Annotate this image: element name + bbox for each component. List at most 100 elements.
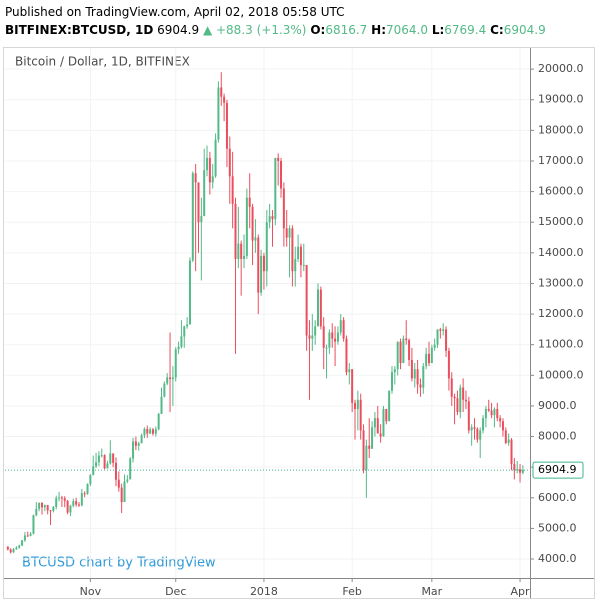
candle-body [410, 359, 413, 379]
ohlc-value: 6904.9 [503, 23, 546, 37]
candle-body [248, 197, 251, 207]
candle-body [314, 326, 317, 336]
candle-body [140, 435, 143, 444]
y-tick-label: 15000.0 [538, 215, 584, 228]
candle-body [60, 497, 63, 499]
candle-body [504, 430, 507, 443]
candle-body [351, 369, 354, 403]
candle-body [154, 429, 157, 434]
candle-body [519, 469, 522, 473]
candle-body [427, 353, 430, 364]
ohlc: O:6816.7 H:7064.0 L:6769.4 C:6904.9 [310, 23, 545, 37]
y-tick-label: 12000.0 [538, 307, 584, 320]
candle-body [399, 341, 402, 364]
candle-body [223, 96, 226, 103]
last-price-box [532, 461, 584, 479]
candle-body [200, 216, 203, 223]
candle-body [408, 340, 411, 360]
candle-body [63, 498, 66, 501]
candle-body [413, 369, 416, 379]
candle-body [371, 427, 374, 449]
candle-body [132, 441, 135, 459]
candle-body [183, 326, 186, 337]
candle-body [436, 329, 439, 345]
candle-body [368, 445, 371, 449]
candle-body [262, 255, 265, 272]
candle-body [220, 87, 223, 97]
candle-body [299, 246, 302, 266]
candle-body [95, 462, 98, 467]
candle-body [288, 228, 291, 238]
candle-body [334, 338, 337, 342]
candle-body [379, 433, 382, 437]
candle-body [348, 369, 351, 373]
candle-body [484, 408, 487, 419]
ohlc-value: 6816.7 [325, 23, 368, 37]
candle-body [97, 455, 100, 463]
candle-body [114, 462, 117, 480]
candle-body [206, 157, 209, 171]
candle-body [112, 453, 115, 463]
candle-body [12, 549, 15, 553]
candle-body [521, 470, 524, 473]
candle-body [388, 390, 391, 422]
candle-body [157, 413, 160, 430]
candle-body [177, 346, 180, 350]
candle-body [211, 176, 214, 183]
candle-body [336, 332, 339, 342]
candle-body [393, 369, 396, 373]
y-tick-label: 9000.0 [538, 399, 577, 412]
candle-body [453, 396, 456, 399]
candle-body [274, 157, 277, 220]
candle-body [271, 216, 274, 220]
candle-body [123, 481, 126, 503]
candle-body [143, 428, 146, 436]
candle-body [311, 335, 314, 339]
candle-body [382, 408, 385, 437]
candle-body [72, 501, 75, 506]
candle-body [243, 255, 246, 259]
candle-body [260, 255, 263, 293]
y-tick-label: 6000.0 [538, 491, 577, 504]
candle-body [29, 533, 32, 536]
candle-body [319, 289, 322, 327]
y-tick-label: 10000.0 [538, 368, 584, 381]
y-tick-label: 16000.0 [538, 185, 584, 198]
candle-body [450, 378, 453, 397]
ohlc-value: 7064.0 [386, 23, 428, 37]
candle-body [9, 549, 12, 553]
candle-body [476, 428, 479, 440]
candle-body [456, 398, 459, 413]
chart-title: Bitcoin / Dollar, 1D, BITFINEX [15, 55, 190, 69]
candle-body [331, 332, 334, 339]
candle-body [129, 458, 132, 480]
candle-body [66, 500, 69, 513]
candle-body [291, 228, 294, 272]
candle-body [151, 429, 154, 434]
x-tick-label: Nov [80, 585, 102, 598]
x-tick-label: Mar [421, 585, 442, 598]
candle-body [422, 366, 425, 388]
symbol: BITFINEX:BTCUSD, 1D [5, 23, 154, 37]
y-tick-label: 20000.0 [538, 62, 584, 75]
candle-body [160, 396, 163, 414]
y-tick-label: 8000.0 [538, 430, 577, 443]
candle-body [373, 418, 376, 428]
candle-body [470, 427, 473, 431]
candle-body [482, 418, 485, 431]
candle-body [166, 377, 169, 384]
ohlc-label: L: [431, 23, 445, 37]
candle-body [21, 540, 24, 546]
candle-body [217, 87, 220, 140]
candle-body [516, 469, 519, 471]
ohlc-label: C: [490, 23, 504, 37]
candle-body [254, 237, 257, 241]
candle-body [77, 504, 80, 506]
candle-body [419, 384, 422, 388]
y-tick-label: 11000.0 [538, 338, 584, 351]
candle-body [442, 329, 445, 331]
candle-body [433, 344, 436, 348]
candle-body [396, 341, 399, 370]
candle-body [174, 349, 177, 378]
